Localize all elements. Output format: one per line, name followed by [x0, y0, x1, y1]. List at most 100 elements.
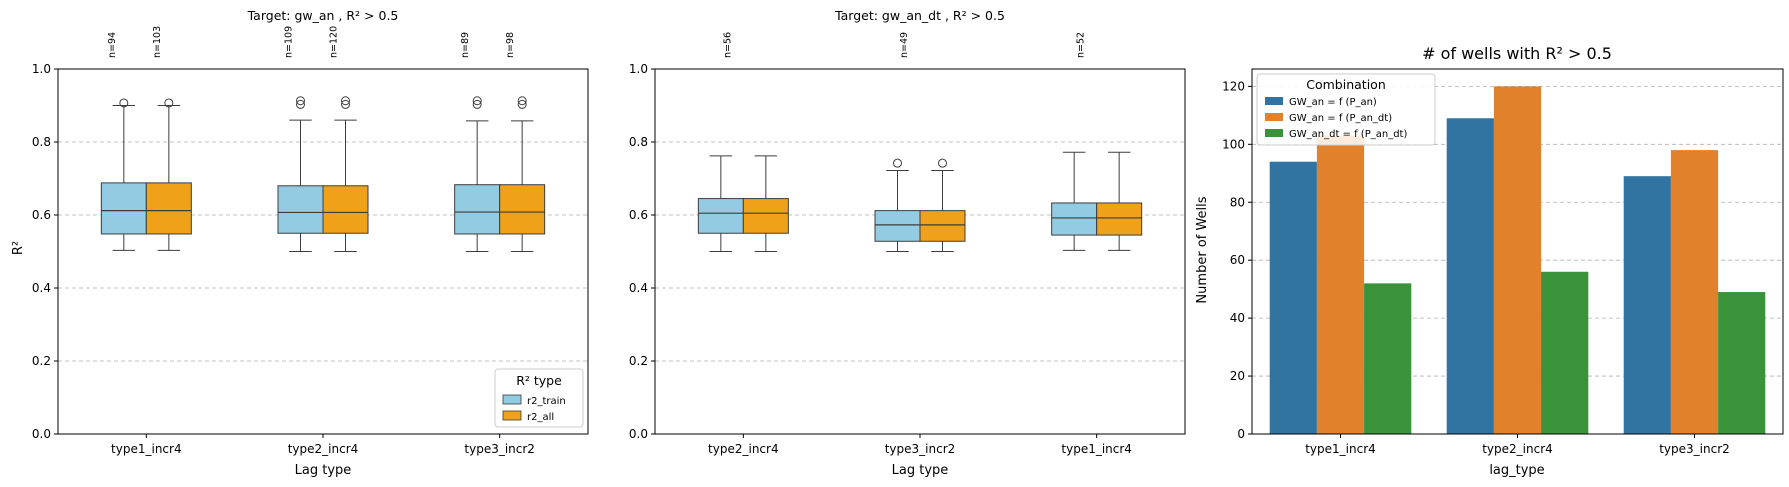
panel2-xlabel: Lag type	[892, 463, 949, 478]
y-tick-label: 60	[1230, 253, 1245, 267]
x-tick-label-type1-incr4: type1_incr4	[1061, 442, 1132, 456]
legend-swatch-gw-an-dt-p-an-dt	[1265, 129, 1283, 137]
bar-gw-an-f-p-an-type2-incr4	[1446, 118, 1494, 434]
n-label-r2-train-type1-incr4: n=94	[107, 32, 118, 58]
outlier-point	[472, 96, 482, 106]
box-r2-all-type2-incr4	[742, 155, 789, 252]
box-iqr	[100, 182, 147, 235]
bar-gw-an-dt-f-p-an-dt-type3-incr2	[1718, 292, 1766, 434]
x-tick-label-type1-incr4: type1_incr4	[1305, 442, 1376, 456]
box-iqr	[145, 182, 192, 235]
bar-gw-an-dt-f-p-an-dt-type2-incr4	[1541, 271, 1589, 434]
outlier-point	[341, 96, 350, 106]
n-label-type3-incr2: n=49	[899, 32, 910, 58]
y-tick-label: 0.8	[629, 135, 648, 149]
panel1-ylabel: R²	[11, 241, 26, 255]
n-label-type1-incr4: n=52	[1076, 32, 1087, 58]
y-tick-label: 100	[1222, 137, 1245, 151]
y-tick-label: 0.6	[629, 208, 648, 222]
box-r2-all-type1-incr4	[1096, 151, 1143, 251]
panel3-legend: Combination GW_an = f (P_an) GW_an = f (…	[1256, 73, 1436, 146]
box-r2-all-type3-incr2	[499, 96, 546, 252]
box-r2-all-type1-incr4	[145, 98, 192, 251]
bar-gw-an-f-p-an-type3-incr2	[1623, 176, 1671, 434]
x-tick-label-type3-incr2: type3_incr2	[1659, 442, 1730, 456]
panel3-ylabel: Number of Wells	[1195, 196, 1210, 303]
n-label-type2-incr4: n=56	[722, 32, 733, 58]
y-tick-label: 0.8	[32, 135, 51, 149]
n-label-r2-all-type1-incr4: n=103	[152, 26, 163, 58]
legend-swatch-r2-train	[502, 394, 522, 405]
y-tick-label: 0.4	[32, 281, 51, 295]
box-r2-train-type3-incr2	[874, 158, 921, 252]
outlier-point	[517, 99, 527, 109]
box-iqr	[322, 185, 369, 234]
outlier-point	[517, 96, 527, 106]
box-r2-all-type3-incr2	[919, 158, 966, 252]
n-label-r2-all-type3-incr2: n=98	[505, 32, 516, 58]
legend-label-r2-all: r2_all	[527, 412, 554, 423]
n-label-r2-train-type3-incr2: n=89	[460, 32, 471, 58]
box-r2-all-type2-incr4	[322, 96, 369, 252]
box-iqr	[277, 185, 324, 234]
boxplot-panel-gw-an-dt: Target: gw_an_dt , R² > 0.5 Lag type n=5…	[629, 8, 1186, 478]
box-iqr	[1051, 202, 1098, 236]
bar-gw-an-f-p-an-dt-type2-incr4	[1493, 86, 1542, 434]
y-tick-label: 120	[1222, 79, 1245, 93]
bar-gw-an-dt-f-p-an-dt-type1-incr4	[1364, 283, 1412, 434]
y-tick-label: 0.4	[629, 281, 648, 295]
y-tick-label: 0	[1237, 427, 1245, 441]
legend-swatch-r2-all	[502, 410, 522, 421]
box-r2-train-type2-incr4	[277, 96, 324, 252]
panel3-xlabel: lag_type	[1489, 463, 1544, 478]
y-tick-label: 20	[1230, 369, 1245, 383]
box-iqr	[742, 198, 789, 234]
panel1-legend-title: R² type	[516, 373, 562, 388]
y-tick-label: 1.0	[629, 62, 648, 76]
outlier-point	[341, 99, 350, 109]
panel2-title: Target: gw_an_dt , R² > 0.5	[834, 8, 1005, 23]
panel1-plot-frame	[57, 68, 589, 435]
x-tick-label-type3-incr2: type3_incr2	[885, 442, 956, 456]
legend-label-r2-train: r2_train	[527, 396, 566, 407]
outlier-point	[472, 99, 482, 109]
outlier-point	[938, 158, 947, 168]
outlier-point	[296, 99, 305, 109]
x-tick-label-type2-incr4: type2_incr4	[708, 442, 779, 456]
box-r2-train-type1-incr4	[1051, 151, 1098, 251]
y-tick-label: 80	[1230, 195, 1245, 209]
outlier-point	[164, 98, 174, 108]
box-r2-train-type1-incr4	[100, 98, 147, 251]
boxplot-panel-gw-an: Target: gw_an , R² > 0.5 Lag type R² n=9…	[11, 8, 589, 478]
x-tick-label-type1-incr4: type1_incr4	[111, 442, 182, 456]
outlier-point	[893, 158, 902, 168]
box-iqr	[1096, 202, 1143, 236]
panel1-xlabel: Lag type	[295, 463, 352, 478]
panel1-title: Target: gw_an , R² > 0.5	[247, 8, 399, 23]
bar-gw-an-f-p-an-dt-type3-incr2	[1670, 150, 1719, 434]
y-tick-label: 0.2	[629, 354, 648, 368]
panel3-plot-frame	[1251, 68, 1784, 435]
box-iqr	[874, 210, 921, 242]
panel3-legend-title: Combination	[1306, 77, 1386, 92]
x-tick-label-type2-incr4: type2_incr4	[1482, 442, 1553, 456]
y-tick-label: 0.2	[32, 354, 51, 368]
y-tick-label: 0.0	[32, 427, 51, 441]
n-label-r2-train-type2-incr4: n=109	[284, 26, 295, 58]
x-tick-label-type2-incr4: type2_incr4	[288, 442, 359, 456]
legend-swatch-gw-an-p-an	[1265, 97, 1283, 105]
y-tick-label: 0.6	[32, 208, 51, 222]
panel2-plot-frame	[654, 68, 1186, 435]
bar-gw-an-f-p-an-dt-type1-incr4	[1316, 135, 1365, 434]
y-tick-label: 0.0	[629, 427, 648, 441]
n-label-r2-all-type2-incr4: n=120	[329, 26, 340, 58]
legend-label-gw-an-p-an-dt: GW_an = f (P_an_dt)	[1289, 113, 1392, 124]
x-tick-label-type3-incr2: type3_incr2	[464, 442, 535, 456]
y-tick-label: 1.0	[32, 62, 51, 76]
box-iqr	[454, 184, 501, 235]
panel3-title: # of wells with R² > 0.5	[1422, 44, 1612, 63]
y-tick-label: 40	[1230, 311, 1245, 325]
legend-label-gw-an-p-an: GW_an = f (P_an)	[1289, 97, 1377, 108]
box-r2-train-type2-incr4	[697, 155, 744, 252]
